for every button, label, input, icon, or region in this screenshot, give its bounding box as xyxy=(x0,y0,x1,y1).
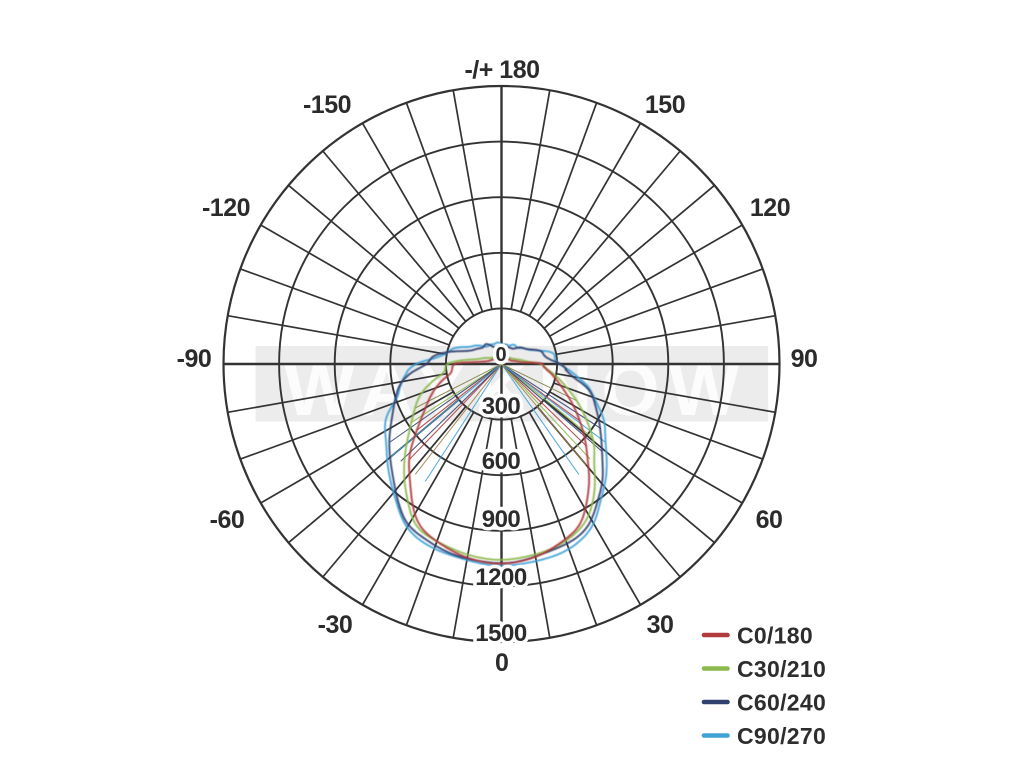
svg-text:30: 30 xyxy=(647,611,674,639)
svg-text:150: 150 xyxy=(645,91,685,119)
svg-text:300: 300 xyxy=(482,393,521,420)
svg-text:C90/270: C90/270 xyxy=(737,723,826,749)
svg-text:90: 90 xyxy=(791,345,818,373)
svg-text:C30/210: C30/210 xyxy=(737,656,826,682)
svg-text:60: 60 xyxy=(756,506,783,534)
svg-text:900: 900 xyxy=(482,506,521,533)
svg-text:C0/180: C0/180 xyxy=(737,623,813,649)
svg-text:-150: -150 xyxy=(303,91,351,119)
svg-text:1200: 1200 xyxy=(475,564,527,591)
svg-text:600: 600 xyxy=(482,448,521,475)
svg-text:-120: -120 xyxy=(202,194,250,222)
svg-text:-60: -60 xyxy=(210,506,245,534)
svg-text:-30: -30 xyxy=(318,611,353,639)
svg-text:1500: 1500 xyxy=(475,620,527,647)
svg-text:0: 0 xyxy=(495,344,506,366)
svg-text:120: 120 xyxy=(750,194,790,222)
svg-text:-90: -90 xyxy=(177,345,212,373)
svg-text:0: 0 xyxy=(495,649,509,677)
svg-text:C60/240: C60/240 xyxy=(737,690,826,716)
svg-text:-/+ 180: -/+ 180 xyxy=(464,56,539,84)
